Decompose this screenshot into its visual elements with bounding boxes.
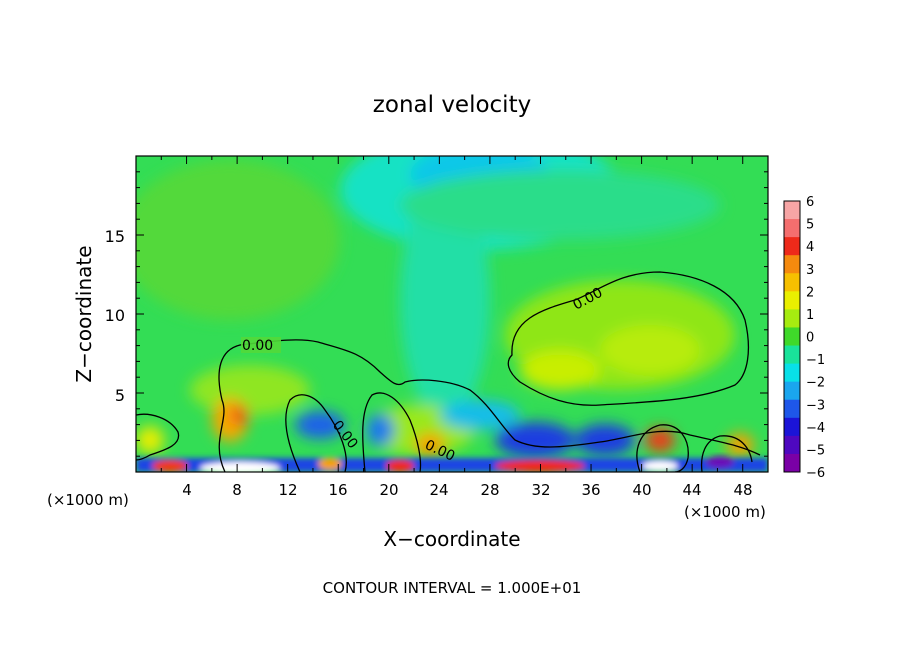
colorbar-swatch — [784, 201, 800, 220]
x-ticks — [160, 156, 744, 472]
colorbar-swatch — [784, 255, 800, 274]
x-tick-label: 24 — [429, 481, 448, 499]
contour-label: 0.00 — [242, 338, 273, 354]
colorbar-swatch — [784, 363, 800, 383]
colorbar-label: 5 — [806, 218, 814, 233]
y-tick-label: 15 — [105, 227, 125, 246]
colorbar-swatch — [784, 435, 800, 455]
colorbar-swatch — [784, 327, 800, 347]
colorbar-frame — [783, 200, 801, 473]
colorbar-label: 6 — [806, 195, 814, 210]
x-tick-label: 36 — [581, 481, 600, 499]
x-tick-label: 20 — [379, 481, 398, 499]
x-unit-label-right: (×1000 m) — [684, 503, 766, 521]
x-tick-label: 4 — [182, 481, 192, 499]
colorbar — [783, 200, 801, 473]
colorbar-labels: 6 5 4 3 2 1 0 −1 −2 −3 −4 −5 −6 — [806, 195, 825, 481]
heatmap-field — [136, 156, 768, 472]
x-tick-label: 44 — [682, 481, 701, 499]
x-tick-label: 40 — [632, 481, 651, 499]
colorbar-label: 4 — [806, 240, 814, 255]
y-axis-label: Z−coordinate — [72, 245, 96, 382]
colorbar-swatch — [784, 417, 800, 437]
colorbar-label: −3 — [806, 398, 825, 413]
colorbar-label: 1 — [806, 308, 814, 323]
colorbar-swatch — [784, 381, 800, 401]
chart-title: zonal velocity — [373, 92, 531, 118]
x-tick-label: 48 — [733, 481, 752, 499]
x-axis-label: X−coordinate — [383, 527, 520, 551]
y-tick-label: 5 — [115, 386, 125, 405]
colorbar-label: −5 — [806, 443, 825, 458]
x-unit-label-left: (×1000 m) — [47, 491, 129, 509]
colorbar-label: 3 — [806, 263, 814, 278]
colorbar-label: −1 — [806, 353, 825, 368]
contour-lines — [136, 271, 761, 472]
colorbar-swatch — [784, 309, 800, 328]
colorbar-label: 0 — [806, 331, 814, 346]
x-tick-label: 32 — [531, 481, 550, 499]
x-tick-label: 16 — [328, 481, 347, 499]
colorbar-label: −4 — [806, 421, 825, 436]
x-tick-label: 28 — [480, 481, 499, 499]
x-tick-labels: 4 8 12 16 20 24 28 32 36 40 44 48 — [182, 481, 752, 499]
colorbar-swatch — [784, 273, 800, 292]
colorbar-label: −6 — [806, 466, 825, 481]
colorbar-label: −2 — [806, 376, 825, 391]
y-ticks — [136, 171, 768, 457]
colorbar-swatch — [784, 237, 800, 256]
colorbar-swatch — [784, 453, 800, 473]
colorbar-label: 2 — [806, 285, 814, 300]
y-tick-label: 10 — [105, 306, 125, 325]
colorbar-swatch — [784, 345, 800, 365]
colorbar-swatch — [784, 219, 800, 238]
x-tick-label: 8 — [232, 481, 242, 499]
x-tick-label: 12 — [278, 481, 297, 499]
colorbar-swatch — [784, 399, 800, 419]
colorbar-swatch — [784, 291, 800, 310]
y-tick-labels: 5 10 15 — [105, 227, 125, 405]
contour-interval-note: CONTOUR INTERVAL = 1.000E+01 — [323, 579, 582, 597]
